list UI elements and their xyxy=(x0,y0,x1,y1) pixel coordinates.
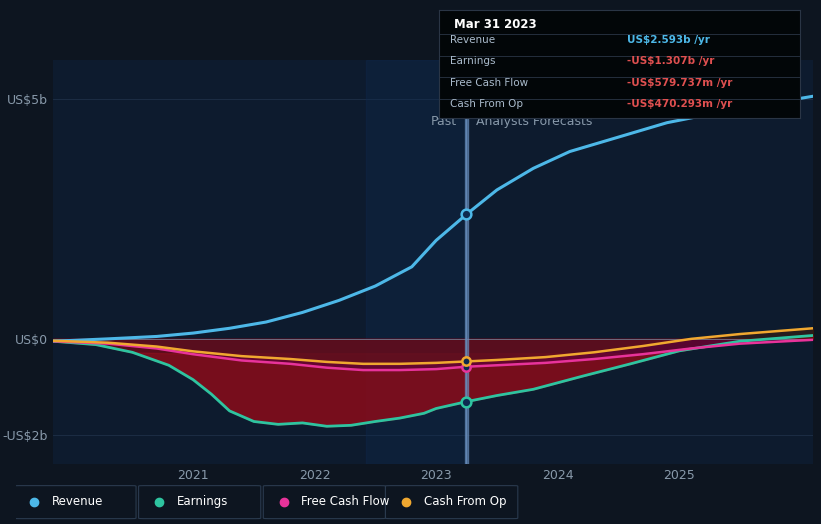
Text: Revenue: Revenue xyxy=(450,35,495,45)
Text: Earnings: Earnings xyxy=(450,57,496,67)
Text: Mar 31 2023: Mar 31 2023 xyxy=(454,18,536,31)
Text: -US$579.737m /yr: -US$579.737m /yr xyxy=(627,78,732,88)
Text: Earnings: Earnings xyxy=(177,495,228,508)
Text: -US$470.293m /yr: -US$470.293m /yr xyxy=(627,100,732,110)
Bar xyxy=(365,60,466,464)
Text: US$2.593b /yr: US$2.593b /yr xyxy=(627,35,710,45)
Text: Free Cash Flow: Free Cash Flow xyxy=(450,78,528,88)
Text: Analysts Forecasts: Analysts Forecasts xyxy=(476,115,593,128)
Text: Free Cash Flow: Free Cash Flow xyxy=(301,495,390,508)
Text: Past: Past xyxy=(431,115,456,128)
Text: Cash From Op: Cash From Op xyxy=(450,100,523,110)
Text: Revenue: Revenue xyxy=(52,495,103,508)
Bar xyxy=(465,60,468,464)
Text: -US$1.307b /yr: -US$1.307b /yr xyxy=(627,57,714,67)
Text: Cash From Op: Cash From Op xyxy=(424,495,506,508)
